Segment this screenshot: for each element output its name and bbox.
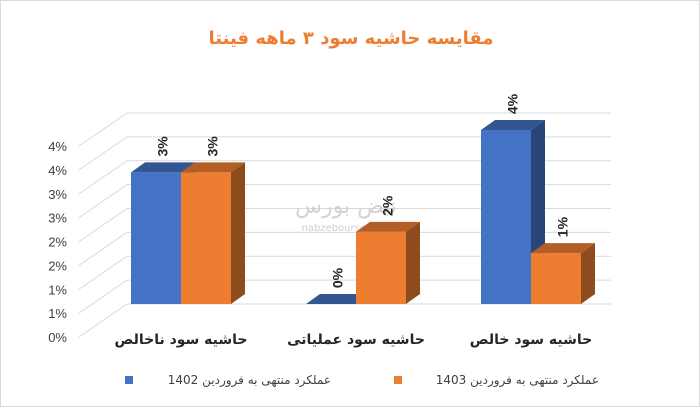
bar [181,162,245,304]
bar-top [356,221,420,232]
grid-line-diag [78,160,128,195]
bar [481,119,545,304]
legend-label: عملکرد منتهی به فروردین 1403 [436,373,599,388]
bar-top [531,243,595,254]
legend-label: عملکرد منتهی به فروردین 1402 [168,373,331,388]
bar [531,243,595,304]
y-tick-label: 1% [48,282,67,297]
category-label: حاشیه سود عملیاتی [287,332,425,348]
watermark-logo: نبض بورس [295,194,397,219]
category-label: حاشیه سود ناخالص [114,332,247,348]
category-labels: حاشیه سود ناخالص حاشیه سود عملیاتی حاشیه س… [114,332,592,348]
bar-top [481,119,545,130]
grid-line-diag [78,208,128,242]
y-tick-label: 4% [48,139,67,154]
data-label: 1% [555,216,571,237]
y-tick-label: 2% [48,258,67,273]
y-axis-ticks: 0% 1% 1% 2% 2% 3% 3% 4% 4% [48,139,67,345]
category-label: حاشیه سود خالص [470,332,593,348]
y-tick-label: 3% [48,187,67,202]
bar [306,294,370,304]
watermark: نبض بورس nabzebourse.com [295,194,397,234]
bar-front [131,172,181,304]
bar-front [481,129,531,304]
data-label: 4% [505,93,521,114]
data-labels: 3% 3% 0% 2% 4% 1% [155,93,571,288]
data-label: 3% [205,136,221,157]
data-label: 2% [380,195,396,216]
y-tick-label: 2% [48,235,67,250]
grid-line-diag [78,255,128,290]
bar-side [581,243,595,304]
grid-line-diag [78,112,128,147]
grid-line-diag [78,279,128,314]
bar-side [231,162,245,304]
y-tick-label: 3% [48,211,67,226]
bar-top [131,162,195,173]
grid-line-diag [78,184,128,219]
data-label: 0% [330,267,346,288]
bar-side [406,221,420,304]
chart-title: مقایسه حاشیه سود ۳ ماهه فینتا [209,28,494,49]
data-label: 3% [155,136,171,157]
watermark-url: nabzebourse.com [301,223,390,234]
bar [356,221,420,304]
legend-item: عملکرد منتهی به فروردین 1402 [125,373,331,388]
grid-line-diag [78,231,128,266]
y-tick-label: 0% [48,330,67,345]
y-tick-label: 1% [48,306,67,321]
legend-item: عملکرد منتهی به فروردین 1403 [394,373,599,388]
grid-line-diag [78,303,128,338]
bars [131,119,595,304]
y-tick-label: 4% [48,163,67,178]
bar-top [306,294,370,304]
legend: عملکرد منتهی به فروردین 1402 عملکرد منتهی… [125,373,599,388]
legend-swatch [394,376,402,384]
bar-front [181,172,231,304]
bar-front [531,253,581,304]
bar-top [181,162,245,173]
grid-line-diag [78,136,128,171]
bar-front [356,231,406,304]
legend-swatch [125,376,133,384]
